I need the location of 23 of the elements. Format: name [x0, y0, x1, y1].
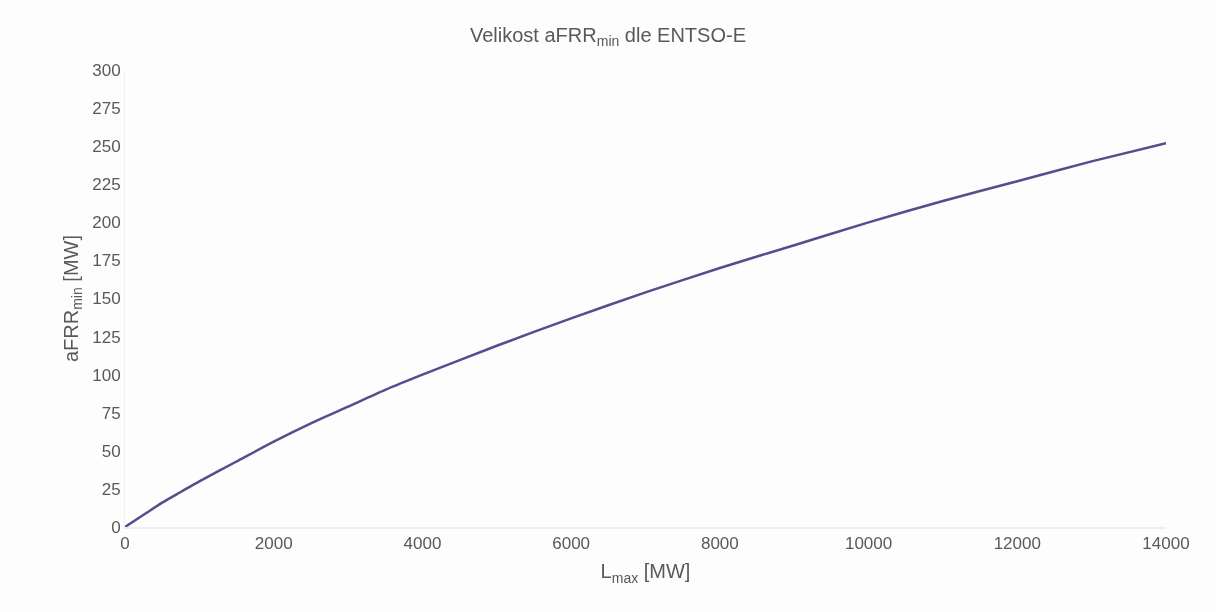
y-tick-label: 75	[101, 403, 121, 423]
y-tick-label: 25	[101, 479, 121, 499]
x-tick-label: 12000	[993, 534, 1041, 554]
y-tick-label: 0	[111, 517, 121, 537]
x-tick-label: 6000	[552, 534, 591, 554]
y-tick-label: 100	[92, 365, 121, 385]
x-axis-title: L$_{max}$ [MW]	[600, 560, 691, 586]
x-tick-label: 14000	[1142, 534, 1190, 554]
y-tick-label: 150	[92, 289, 121, 309]
chart-title: Velikost aFRR$_{min}$ dle ENTSO-E	[470, 23, 746, 49]
y-tick-label: 200	[92, 213, 121, 233]
line-series	[125, 141, 1166, 527]
y-tick-label: 275	[92, 99, 121, 119]
y-tick-label: 50	[101, 441, 121, 461]
y-tick-label: 125	[92, 327, 121, 347]
y-tick-label: 300	[92, 60, 121, 80]
y-tick-label: 250	[92, 137, 121, 157]
x-tick-label: 2000	[254, 534, 293, 554]
x-tick-label: 4000	[403, 534, 442, 554]
x-tick-label: 8000	[700, 534, 739, 554]
y-tick-label: 175	[92, 251, 121, 271]
y-tick-label: 225	[92, 175, 121, 195]
x-tick-label: 10000	[844, 534, 893, 554]
